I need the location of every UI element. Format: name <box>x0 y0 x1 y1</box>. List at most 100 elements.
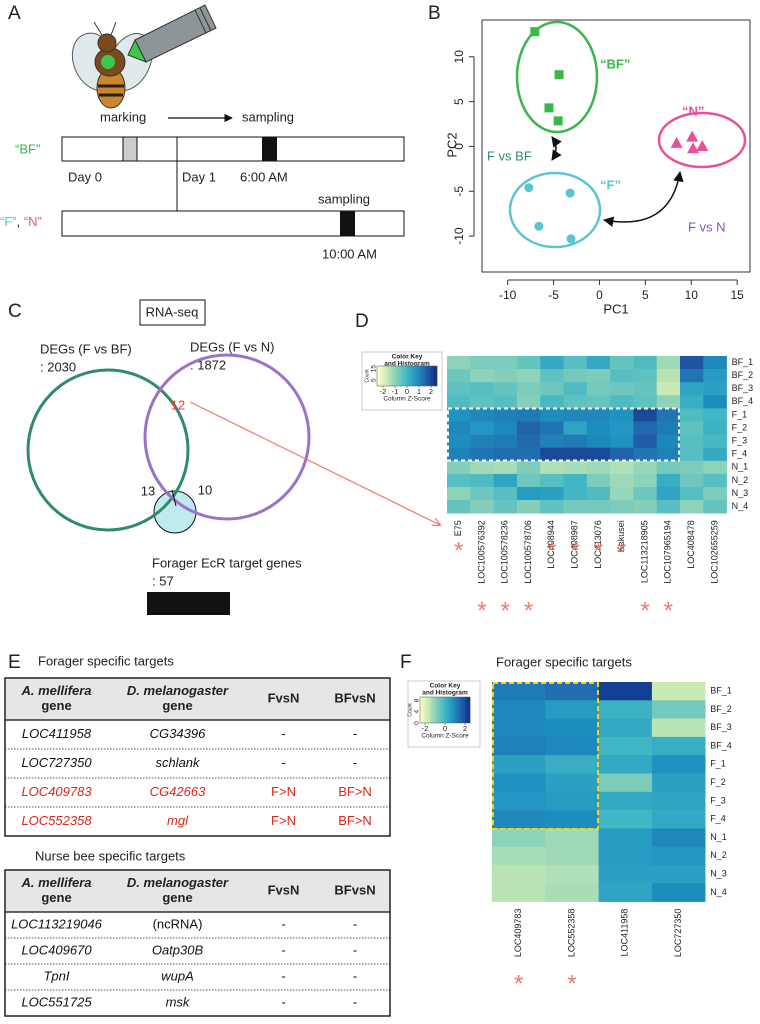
color-key-swatch <box>401 366 403 386</box>
color-key-swatch <box>458 697 461 723</box>
color-key-swatch <box>425 697 427 723</box>
heatmap: BF_1 BF_2 BF_3 BF_4 F_1 F_2 F_3 F_4 N_1 N_2 N_3 N_4… <box>361 351 753 624</box>
color-key-swatch <box>420 366 423 386</box>
significance-star: * <box>567 970 576 997</box>
color-key-swatch <box>466 697 468 723</box>
group-ellipse <box>657 111 747 169</box>
color-key-swatch <box>396 366 399 386</box>
table-cell: Oatp30B <box>152 942 204 957</box>
color-key-swatch <box>417 366 420 386</box>
heatmap-cell <box>680 369 704 383</box>
heatmap-title: Forager specific targets <box>496 654 632 669</box>
heatmap-cell <box>633 421 657 435</box>
table-header: FvsN <box>268 882 300 897</box>
heatmap-cell <box>656 395 681 409</box>
panel-label: B <box>428 3 441 24</box>
panel-label: E <box>8 652 21 673</box>
ecr-label: Forager EcR target genes <box>152 555 302 570</box>
heatmap-cell <box>703 395 727 409</box>
color-key-swatch <box>446 697 448 723</box>
row-label: F_1 <box>732 409 748 419</box>
count-tick-label: 15 <box>371 365 378 373</box>
panel-label: C <box>8 301 22 322</box>
color-key-swatch <box>386 366 388 386</box>
heatmap-cell <box>680 473 704 488</box>
table-cell: BF>N <box>338 784 372 799</box>
heatmap-cell <box>563 434 588 448</box>
heatmap-cell <box>516 369 541 383</box>
y-axis-label: PC2 <box>444 132 459 157</box>
heatmap-cell <box>545 718 599 738</box>
heatmap-cell <box>610 447 634 462</box>
table-cell: - <box>353 726 357 741</box>
color-key-swatch <box>419 366 421 386</box>
significance-star: * <box>514 970 523 997</box>
heatmap-cell <box>492 736 546 756</box>
heatmap-cell <box>447 356 471 370</box>
table-cell: - <box>353 916 357 931</box>
color-key-swatch <box>378 366 381 386</box>
heatmap-cell <box>703 460 727 475</box>
table-cell: LOC411958 <box>22 726 92 741</box>
table-cell: wupA <box>161 968 194 983</box>
heatmap-cell <box>447 500 471 514</box>
heatmap-cell <box>545 791 599 811</box>
table-cell: LOC727350 <box>21 755 92 770</box>
color-key-swatch <box>390 366 393 386</box>
heatmap-cell <box>492 883 546 902</box>
venn-circle <box>26 368 190 532</box>
heatmap-cell <box>563 421 588 435</box>
heatmap-cell <box>680 487 704 501</box>
color-key-swatch <box>410 366 412 386</box>
color-key-swatch <box>411 366 414 386</box>
heatmap-cell <box>470 434 494 448</box>
table-cell: mgl <box>167 813 189 828</box>
heatmap-cell <box>470 473 494 488</box>
row-label: F_3 <box>710 795 726 805</box>
heatmap-cell <box>586 487 611 501</box>
annotation: F vs N <box>688 219 726 234</box>
table-cell: LOC409670 <box>21 942 92 957</box>
point <box>686 130 699 142</box>
heatmap-cell <box>656 408 681 422</box>
panel-label: F <box>400 652 412 673</box>
heatmap-cell <box>633 473 657 488</box>
count-tick-label: 4 <box>414 710 421 714</box>
table-cell: F>N <box>271 784 296 799</box>
column-label: LOC113218905 <box>639 520 649 583</box>
table-cell: (ncRNA) <box>153 916 203 931</box>
color-key-x-label: Column Z-Score <box>421 733 469 740</box>
color-key-swatch <box>460 697 462 723</box>
color-key-swatch <box>404 366 406 386</box>
marking-label: marking <box>100 109 146 124</box>
heatmap-cell <box>470 395 494 409</box>
comparison-arrow <box>602 170 684 227</box>
heatmap-cell <box>563 382 588 396</box>
heatmap-cell <box>540 460 564 475</box>
set-count: : 2030 <box>40 359 76 374</box>
table-cell: - <box>353 942 357 957</box>
heatmap-cell <box>540 408 564 422</box>
table-header: gene <box>162 890 192 905</box>
table-cell: LOC409783 <box>21 784 92 799</box>
heatmap-cell <box>651 883 706 902</box>
heatmap-cell <box>598 700 653 719</box>
time-label: 10:00 AM <box>322 246 377 261</box>
y-tick-label: 5 <box>452 98 466 105</box>
column-label: LOC100578236 <box>500 520 510 584</box>
heatmap-cell <box>470 500 494 514</box>
table-cell: - <box>353 755 357 770</box>
heatmap-cell <box>540 473 564 488</box>
color-key-swatch <box>405 366 408 386</box>
heatmap-cell <box>656 447 681 462</box>
heatmap-cell <box>545 810 599 829</box>
heatmap-cell <box>633 395 657 409</box>
column-label: Kakusei <box>616 520 626 552</box>
row-label: F_1 <box>710 759 726 769</box>
heatmap-cell <box>656 382 681 396</box>
heatmap-cell <box>598 810 653 829</box>
heatmap-cell <box>656 356 681 370</box>
heatmap-cell <box>516 382 541 396</box>
heatmap-cell <box>447 382 471 396</box>
